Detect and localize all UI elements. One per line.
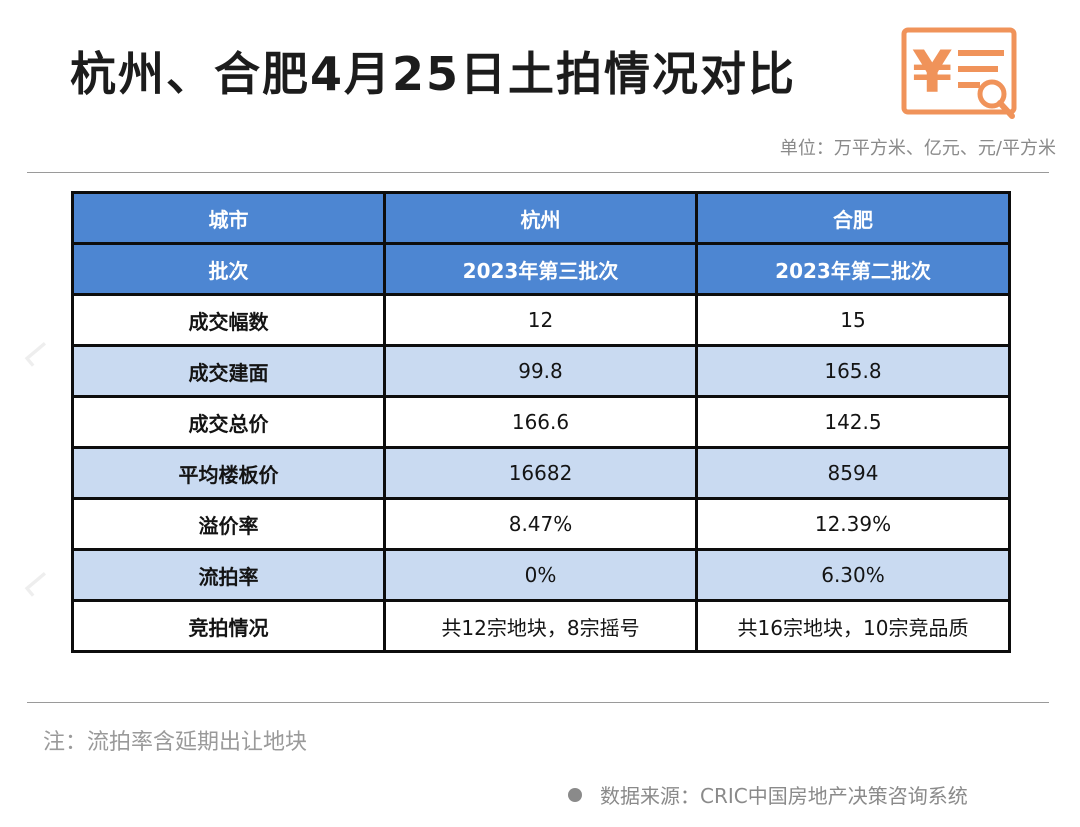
table-cell: 165.8 [695, 344, 1011, 398]
table-cell: 15 [695, 293, 1011, 347]
table-cell: 166.6 [383, 395, 698, 449]
table-cell: 16682 [383, 446, 698, 500]
row-label: 成交建面 [71, 344, 386, 398]
table-cell: 共16宗地块，10宗竞品质 [695, 599, 1011, 653]
table-cell: 8.47% [383, 497, 698, 551]
table-cell: 142.5 [695, 395, 1011, 449]
comparison-table: 城市 杭州 合肥 批次 2023年第三批次 2023年第二批次 成交幅数 12 … [71, 191, 1011, 653]
table-cell: 8594 [695, 446, 1011, 500]
footnote: 注：流拍率含延期出让地块 [43, 730, 308, 755]
table-row: 成交总价 166.6 142.5 [71, 395, 1011, 449]
table-cell: 12 [383, 293, 698, 347]
table-row: 成交幅数 12 15 [71, 293, 1011, 347]
header-cell: 杭州 [383, 191, 698, 245]
table-header-row: 批次 2023年第三批次 2023年第二批次 [71, 242, 1011, 296]
row-label: 溢价率 [71, 497, 386, 551]
watermark-mark: ⌐ [9, 554, 65, 612]
table-header-row: 城市 杭州 合肥 [71, 191, 1011, 245]
page-title: 杭州、合肥4月25日土拍情况对比 [70, 47, 797, 101]
yuan-document-search-icon: ¥ [901, 27, 1017, 119]
header-cell: 2023年第三批次 [383, 242, 698, 296]
unit-note: 单位：万平方米、亿元、元/平方米 [779, 138, 1056, 159]
header-cell: 2023年第二批次 [695, 242, 1011, 296]
bottom-divider [27, 702, 1049, 703]
table-row: 流拍率 0% 6.30% [71, 548, 1011, 602]
table-row: 平均楼板价 16682 8594 [71, 446, 1011, 500]
source-text: 数据来源：CRIC中国房地产决策咨询系统 [600, 784, 968, 808]
table-cell: 共12宗地块，8宗摇号 [383, 599, 698, 653]
logo-yuan-text: ¥ [912, 38, 952, 106]
table-row: 成交建面 99.8 165.8 [71, 344, 1011, 398]
header-cell: 城市 [71, 191, 386, 245]
row-label: 流拍率 [71, 548, 386, 602]
row-label: 竞拍情况 [71, 599, 386, 653]
table-row: 竞拍情况 共12宗地块，8宗摇号 共16宗地块，10宗竞品质 [71, 599, 1011, 653]
row-label: 成交幅数 [71, 293, 386, 347]
top-divider [27, 172, 1049, 173]
header-cell: 合肥 [695, 191, 1011, 245]
table-cell: 99.8 [383, 344, 698, 398]
header-cell: 批次 [71, 242, 386, 296]
row-label: 平均楼板价 [71, 446, 386, 500]
table-row: 溢价率 8.47% 12.39% [71, 497, 1011, 551]
row-label: 成交总价 [71, 395, 386, 449]
table-cell: 0% [383, 548, 698, 602]
table-cell: 12.39% [695, 497, 1011, 551]
bullet-dot-icon [568, 787, 582, 802]
table-cell: 6.30% [695, 548, 1011, 602]
source-line: 数据来源：CRIC中国房地产决策咨询系统 [568, 780, 968, 809]
watermark-mark: ⌐ [9, 324, 65, 382]
